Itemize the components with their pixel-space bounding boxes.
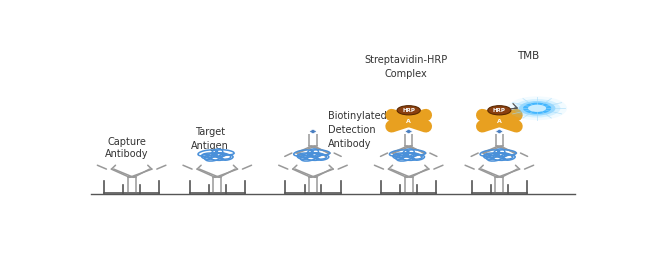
Text: Antigen: Antigen xyxy=(190,141,229,151)
Text: Detection: Detection xyxy=(328,125,376,135)
Circle shape xyxy=(507,96,567,120)
Polygon shape xyxy=(405,129,413,134)
Text: HRP: HRP xyxy=(493,108,506,113)
Circle shape xyxy=(523,103,551,114)
Text: Target: Target xyxy=(194,127,225,137)
Polygon shape xyxy=(309,129,317,134)
Text: A: A xyxy=(406,119,411,124)
Text: HRP: HRP xyxy=(402,108,415,113)
Text: TMB: TMB xyxy=(517,51,540,61)
Circle shape xyxy=(488,106,511,115)
Circle shape xyxy=(397,106,421,115)
Circle shape xyxy=(519,101,556,115)
Text: Streptavidin-HRP: Streptavidin-HRP xyxy=(365,55,448,65)
Text: Antibody: Antibody xyxy=(328,139,372,149)
Text: A: A xyxy=(497,119,502,124)
Text: Biotinylated: Biotinylated xyxy=(328,111,387,121)
Text: Antibody: Antibody xyxy=(105,149,148,159)
Circle shape xyxy=(528,105,546,112)
Circle shape xyxy=(514,99,560,118)
Text: Complex: Complex xyxy=(385,69,428,79)
Polygon shape xyxy=(495,129,503,134)
Text: Capture: Capture xyxy=(107,137,146,147)
